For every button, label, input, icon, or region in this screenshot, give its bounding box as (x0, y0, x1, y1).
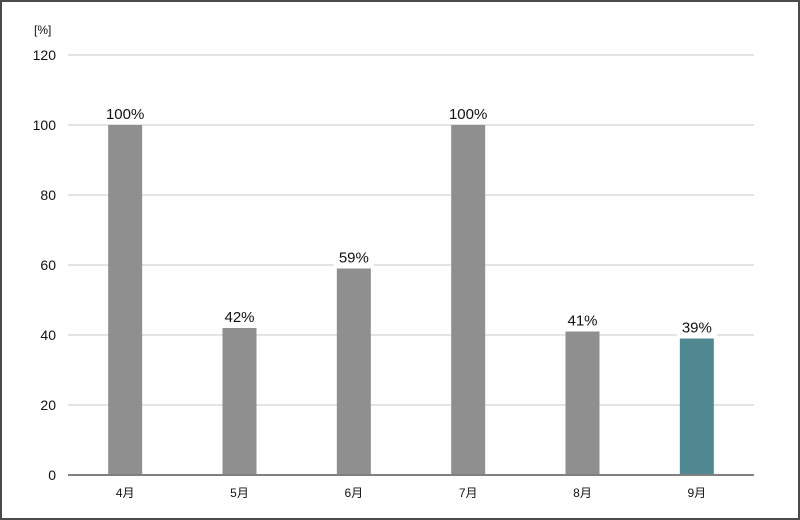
bar (336, 268, 371, 475)
y-tick-label: 40 (40, 327, 56, 343)
data-label: 42% (224, 309, 254, 326)
data-label-background (333, 248, 374, 267)
bar (222, 328, 257, 475)
x-tick-label: 9月 (687, 486, 706, 500)
data-label: 41% (567, 313, 597, 330)
data-label-background (562, 311, 603, 330)
bar (679, 338, 714, 475)
x-tick-label: 5月 (230, 486, 249, 500)
data-label: 59% (339, 250, 369, 267)
bar (565, 331, 600, 475)
y-tick-label: 20 (40, 397, 56, 413)
data-label: 39% (682, 320, 712, 337)
y-unit-label: [%] (34, 23, 51, 37)
bar (451, 125, 486, 475)
data-label-background (105, 105, 146, 123)
y-tick-label: 80 (40, 187, 56, 203)
data-label-background (219, 308, 260, 326)
y-tick-label: 0 (48, 467, 56, 483)
x-tick-label: 6月 (344, 486, 363, 500)
x-tick-label: 4月 (116, 486, 135, 500)
y-tick-label: 120 (33, 47, 57, 63)
data-label-background (676, 318, 717, 337)
bar (108, 125, 143, 475)
y-tick-label: 60 (40, 257, 56, 273)
y-tick-label: 100 (33, 117, 57, 133)
data-label: 100% (449, 106, 487, 123)
data-label: 100% (106, 106, 144, 123)
data-label-background (448, 105, 489, 123)
x-tick-label: 8月 (573, 486, 592, 500)
x-tick-label: 7月 (459, 486, 478, 500)
